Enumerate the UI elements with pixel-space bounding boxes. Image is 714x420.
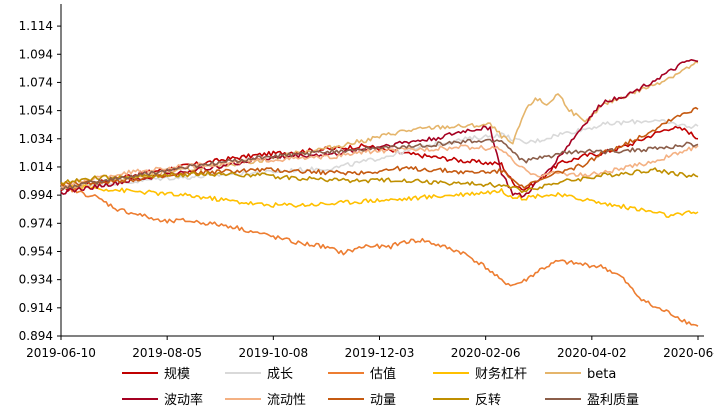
series-line-6 [60, 59, 699, 198]
y-tick-label: 0.974 [19, 216, 53, 230]
legend-label: 流动性 [267, 393, 306, 408]
series-line-9 [60, 167, 699, 194]
legend-label: 反转 [475, 393, 501, 408]
y-tick-label: 0.954 [19, 244, 53, 258]
y-tick-label: 1.034 [19, 132, 53, 146]
x-tick-label: 2019-12-03 [345, 346, 415, 360]
legend-label: 估值 [370, 366, 396, 382]
y-tick-label: 0.934 [19, 273, 53, 287]
legend-label: 动量 [370, 393, 396, 408]
y-tick-label: 0.894 [19, 329, 53, 343]
series-line-10 [60, 138, 699, 191]
series-line-4 [60, 182, 699, 218]
legend-label: beta [587, 367, 616, 382]
x-tick-label: 2020-04-02 [557, 346, 627, 360]
legend-label: 成长 [267, 367, 293, 382]
y-tick-label: 1.114 [19, 19, 53, 33]
y-tick-label: 1.054 [19, 104, 53, 118]
legend: 规模 成长 估值 财务杠杆 beta 波动率 流动性 动量 反转 盈利质量 [122, 366, 639, 408]
legend-label: 波动率 [164, 392, 203, 408]
series-line-2 [60, 118, 699, 190]
series-line-3 [60, 183, 699, 327]
x-tick-label: 2019-08-05 [132, 346, 202, 360]
legend-label: 盈利质量 [587, 393, 639, 408]
y-tick-label: 0.914 [19, 301, 53, 315]
x-tick-label: 2020-02-06 [451, 346, 521, 360]
series-lines [60, 59, 699, 327]
x-tick-label: 2020-06-03 [663, 346, 714, 360]
series-line-8 [60, 106, 699, 189]
legend-label: 财务杠杆 [475, 366, 527, 382]
y-tick-label: 0.994 [19, 188, 53, 202]
y-tick-label: 1.094 [19, 47, 53, 61]
legend-label: 规模 [164, 367, 190, 382]
x-tick-label: 2019-06-10 [26, 346, 96, 360]
y-tick-label: 1.074 [19, 75, 53, 89]
x-tick-label: 2019-10-08 [238, 346, 308, 360]
y-tick-label: 1.014 [19, 160, 53, 174]
x-axis: 2019-06-10 2019-08-05 2019-10-08 2019-12-03… [26, 335, 714, 360]
y-axis: 1.114 1.094 1.074 1.054 1.034 1.014 0.994 0.974… [19, 4, 62, 343]
